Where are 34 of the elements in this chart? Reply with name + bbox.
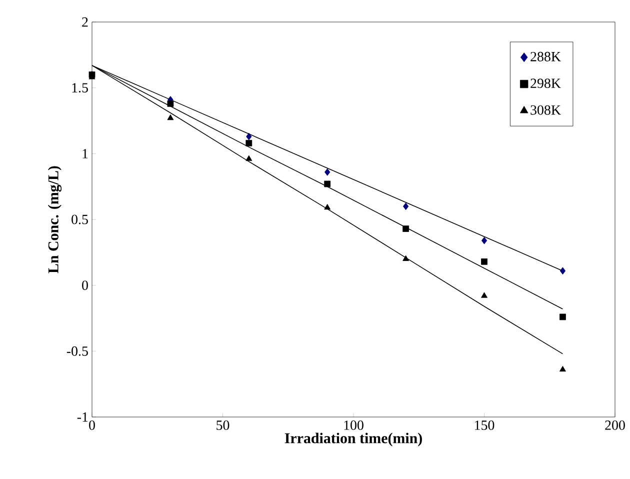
y-tick-label: 1.5: [72, 83, 88, 93]
y-tick-label: 1: [82, 149, 88, 158]
legend-label: 308K: [530, 105, 561, 115]
point: [559, 366, 566, 372]
y-tick-label: 0: [82, 280, 88, 290]
y-axis-title: Ln Conc. (mg/L): [48, 166, 62, 274]
legend-label: 288K: [530, 52, 561, 62]
point: [481, 258, 488, 265]
point: [324, 180, 331, 188]
point: [246, 132, 252, 140]
x-tick-label: 150: [475, 420, 494, 430]
y-tick-label: 0.5: [72, 214, 88, 224]
y-tick-label: 2: [82, 17, 88, 27]
y-tick-label: -0.5: [66, 346, 88, 356]
point: [324, 204, 331, 210]
x-tick-label: 50: [216, 420, 230, 430]
legend-label: 298K: [530, 78, 561, 88]
point: [167, 114, 174, 120]
y-tick-label: -1: [77, 412, 88, 422]
point: [402, 226, 409, 232]
point: [324, 168, 330, 176]
point: [246, 140, 252, 146]
point: [167, 100, 174, 107]
x-axis-title: Irradiation time(min): [284, 432, 422, 446]
point: [481, 236, 488, 244]
point: [246, 155, 252, 161]
point: [560, 267, 566, 275]
x-tick-label: 100: [344, 420, 364, 430]
x-tick-label: 0: [89, 420, 95, 430]
point: [402, 202, 409, 210]
x-tick-label: 200: [605, 420, 625, 430]
point: [560, 314, 566, 320]
point: [481, 292, 488, 298]
point: [402, 255, 410, 261]
